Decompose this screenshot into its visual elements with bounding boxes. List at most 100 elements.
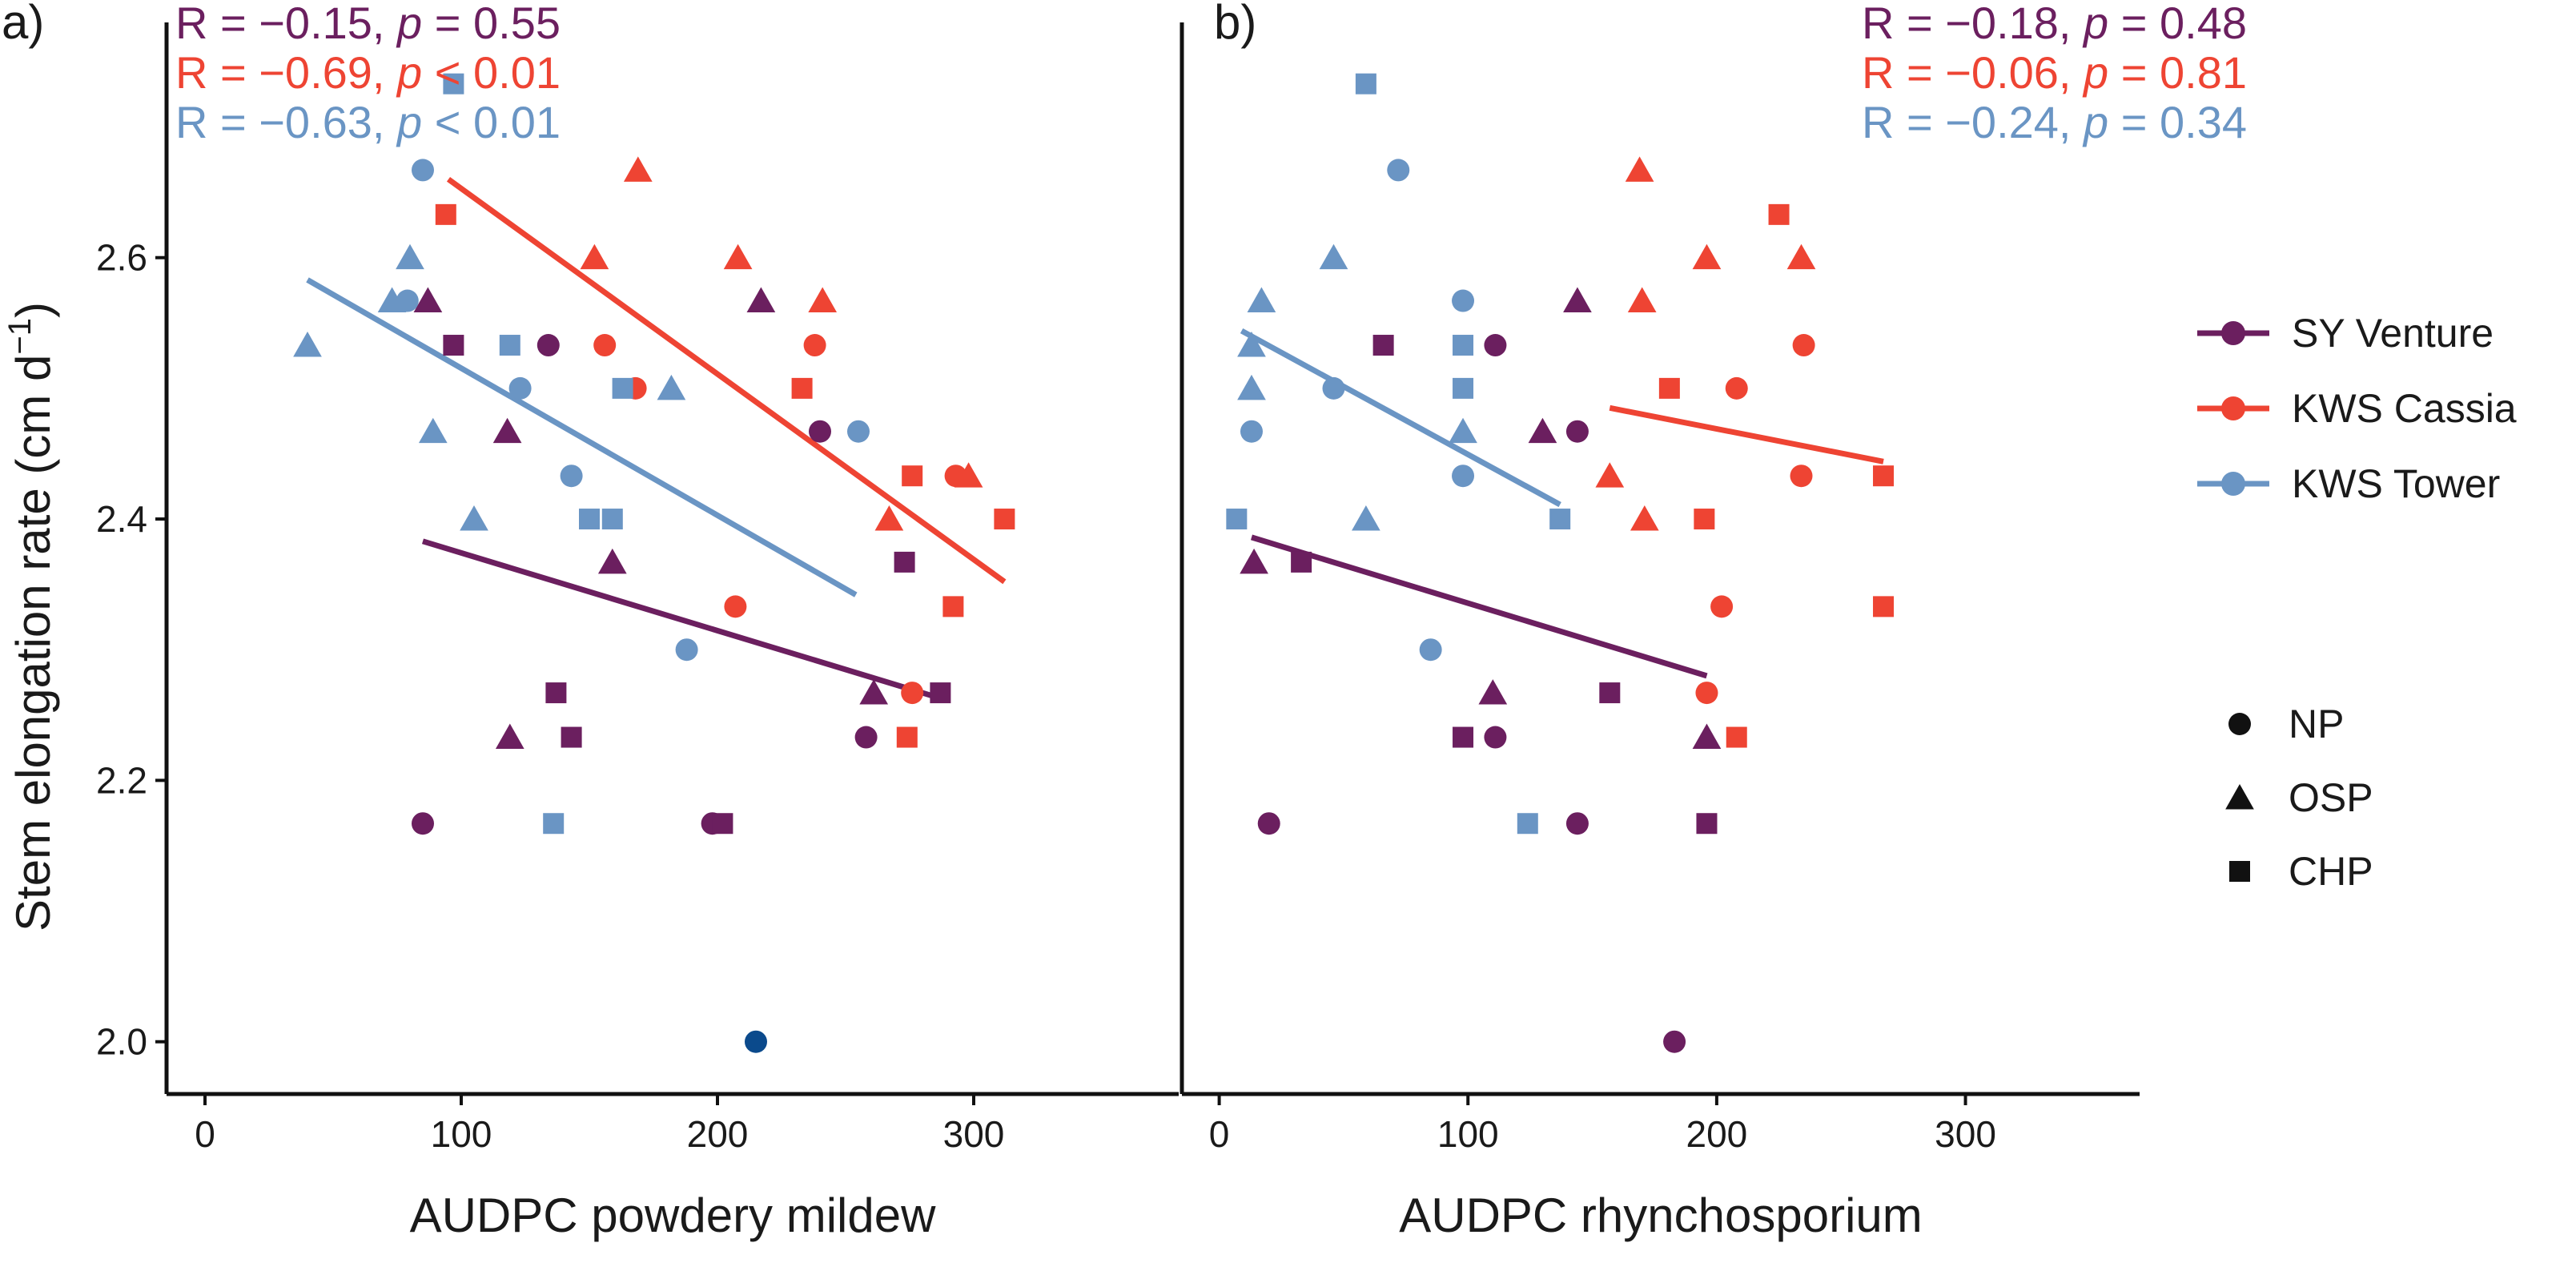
y-tick-label: 2.2 <box>96 759 147 801</box>
data-point-kws-tower <box>601 509 623 530</box>
data-point-kws-tower <box>460 505 488 531</box>
legend-dot-kws-cassia <box>2221 396 2245 420</box>
data-point-kws-tower <box>1452 465 1475 488</box>
fit-line-kws-tower <box>306 277 858 597</box>
stat-p-symbol: p <box>396 97 422 147</box>
data-point-kws-cassia <box>1873 465 1895 487</box>
data-point-sy-venture <box>1692 723 1722 749</box>
data-point-sy-venture <box>536 334 560 357</box>
data-point-sy-venture <box>1484 726 1507 749</box>
x-tick-label: 200 <box>1686 1113 1748 1155</box>
legend-label-kws-cassia: KWS Cassia <box>2292 386 2517 431</box>
data-point-sy-venture <box>1453 726 1474 748</box>
data-point-kws-tower <box>657 374 686 400</box>
data-point-kws-tower <box>377 287 407 313</box>
data-point-kws-tower <box>560 465 583 488</box>
legend-marker-osp <box>2225 784 2254 810</box>
panel-a: 0 100 200 300 2.0 2.2 2.4 2.6 AUDPC powdery mild… <box>2 0 1179 1242</box>
data-point-kws-tower <box>412 159 434 182</box>
y-tick-label: 2.6 <box>96 237 147 279</box>
y-tick-label: 2.0 <box>96 1021 147 1063</box>
data-point-sy-venture <box>1696 813 1718 835</box>
data-point-kws-tower <box>1453 377 1474 399</box>
legend-marker-np <box>2228 713 2251 735</box>
data-point-kws-tower <box>1517 813 1538 835</box>
data-point-kws-cassia <box>954 462 983 488</box>
stat-p-symbol: p <box>396 47 422 98</box>
data-point-kws-tower <box>1247 287 1276 313</box>
data-point-kws-cassia <box>435 203 456 225</box>
data-point-sy-venture <box>1484 334 1507 357</box>
legend-label-np: NP <box>2289 702 2344 746</box>
data-point-kws-cassia <box>723 243 753 270</box>
data-point-kws-tower <box>1322 376 1345 400</box>
data-point-sy-venture <box>859 679 889 705</box>
data-point-sy-venture <box>854 726 878 749</box>
x-axis-title: AUDPC powdery mildew <box>410 1189 937 1242</box>
data-point-kws-tower <box>293 332 322 357</box>
data-point-sy-venture <box>412 812 434 835</box>
stat-r: R = −0.69, <box>175 47 397 98</box>
data-point-kws-tower <box>396 243 424 270</box>
stat-p-value: = 0.55 <box>422 0 561 48</box>
legend-label-osp: OSP <box>2289 775 2373 820</box>
data-point-sy-venture <box>545 682 567 704</box>
data-point-kws-cassia <box>1694 509 1715 530</box>
data-point-sy-venture <box>1663 1030 1686 1053</box>
data-point-kws-tower <box>1549 509 1571 530</box>
stat-p-symbol: p <box>396 0 422 48</box>
data-point-kws-tower <box>612 377 633 399</box>
stat-r: R = −0.15, <box>175 0 397 48</box>
data-point-sy-venture <box>1257 812 1280 835</box>
data-point-sy-venture <box>561 726 582 748</box>
y-axis-title-close: ) <box>6 302 60 318</box>
data-point-kws-cassia <box>791 377 813 399</box>
data-point-kws-cassia <box>593 334 617 357</box>
legend: SY Venture KWS Cassia KWS Tower NP OSP CHP <box>2197 311 2517 894</box>
stat-sy-venture: R = −0.18, p = 0.48 <box>1862 0 2247 48</box>
stat-p-value: = 0.34 <box>2108 97 2247 147</box>
data-point-sy-venture <box>597 548 627 574</box>
data-point-sy-venture <box>1563 287 1592 313</box>
data-point-kws-tower <box>499 335 520 356</box>
x-tick-label: 300 <box>943 1113 1005 1155</box>
stat-r: R = −0.63, <box>175 97 397 147</box>
data-point-sy-venture <box>1599 682 1621 704</box>
data-point-kws-tower <box>1319 243 1348 270</box>
stat-p-value: = 0.48 <box>2108 0 2247 48</box>
data-point-kws-cassia <box>1710 595 1734 618</box>
x-tick-label: 100 <box>431 1113 492 1155</box>
y-axis-title-sup: −1 <box>2 318 38 355</box>
data-point-sy-venture <box>809 420 831 443</box>
data-point-kws-cassia <box>1595 462 1625 488</box>
legend-dot-sy-venture <box>2221 321 2245 345</box>
data-point-kws-cassia <box>896 726 918 748</box>
legend-label-chp: CHP <box>2289 849 2373 894</box>
data-point-kws-tower <box>1355 73 1376 95</box>
y-axis-title: Stem elongation rate (cm d−1) <box>2 302 60 931</box>
data-point-kws-cassia <box>803 334 826 357</box>
data-point-kws-cassia <box>1695 682 1718 705</box>
fit-line-sy-venture <box>1250 534 1708 679</box>
data-point-kws-cassia <box>994 509 1015 530</box>
data-point-sy-venture <box>1565 812 1589 835</box>
data-point-sy-venture <box>1528 417 1557 444</box>
data-point-kws-cassia <box>808 287 838 313</box>
data-point-outlier <box>745 1030 767 1053</box>
stat-kws-tower: R = −0.63, p < 0.01 <box>175 97 561 147</box>
data-point-sy-venture <box>1565 420 1589 443</box>
legend-label-sy-venture: SY Venture <box>2292 311 2494 356</box>
data-point-kws-cassia <box>1726 726 1747 748</box>
data-point-kws-tower <box>418 417 448 444</box>
data-point-sy-venture <box>894 551 915 573</box>
data-point-kws-tower <box>1419 638 1442 662</box>
legend-marker-chp <box>2229 861 2250 882</box>
stat-p-value: < 0.01 <box>422 47 561 98</box>
stat-kws-cassia: R = −0.69, p < 0.01 <box>175 47 561 98</box>
stat-kws-cassia: R = −0.06, p = 0.81 <box>1862 47 2247 98</box>
data-point-kws-cassia <box>1786 243 1816 270</box>
data-point-sy-venture <box>413 287 443 313</box>
stat-p-value: < 0.01 <box>422 97 561 147</box>
data-point-kws-tower <box>1449 417 1477 444</box>
data-point-kws-cassia <box>724 595 747 618</box>
